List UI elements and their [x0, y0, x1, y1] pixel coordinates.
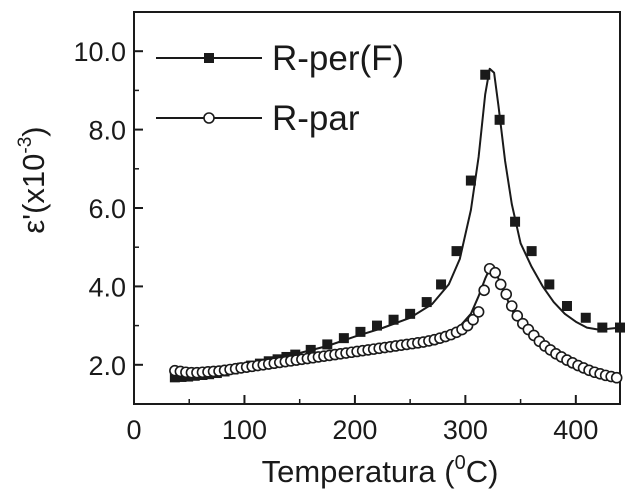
x-axis-title: Temperatura (0C): [262, 452, 499, 489]
marker-r-per-f: [305, 344, 316, 355]
legend: R-per(F) R-par: [156, 39, 404, 138]
marker-r-par: [489, 266, 501, 279]
marker-r-per-f: [480, 69, 491, 80]
series-line-r-per-f: [172, 67, 621, 379]
y-tick-label: 4.0: [88, 272, 126, 302]
legend-item-r-par: R-par: [156, 99, 360, 138]
y-axis-title: ε'(x10-3): [15, 126, 51, 233]
marker-r-per-f: [355, 326, 366, 337]
x-axis-title-superscript: 0: [455, 452, 466, 474]
marker-r-per-f: [451, 246, 462, 257]
marker-r-per-f: [561, 301, 572, 311]
marker-r-par: [472, 306, 485, 318]
marker-r-par: [505, 300, 518, 312]
y-tick-label: 6.0: [88, 194, 126, 224]
y-tick-label: 8.0: [88, 116, 126, 146]
series-r-par: [169, 262, 623, 384]
x-tick-label: 400: [553, 415, 598, 445]
legend-label-r-par: R-par: [272, 99, 360, 138]
marker-r-per-f: [597, 322, 608, 333]
marker-r-per-f: [526, 246, 537, 257]
marker-r-per-f: [544, 279, 555, 290]
x-axis-title-main: Temperatura (: [262, 454, 456, 489]
y-axis-title-main: ε'(x10: [16, 154, 51, 234]
marker-r-par: [478, 284, 490, 297]
marker-r-per-f: [421, 297, 432, 308]
x-tick-label: 300: [443, 415, 488, 445]
axis-ticks: 0 100 200 300 400 2.0 4.0 6.0 8.0 10.0: [73, 37, 598, 445]
marker-r-per-f: [465, 175, 476, 186]
marker-r-per-f: [405, 308, 416, 319]
legend-item-r-per-f: R-per(F): [156, 39, 404, 78]
y-tick-label: 10.0: [73, 37, 126, 67]
marker-r-per-f: [510, 216, 521, 227]
marker-r-par: [467, 313, 479, 326]
marker-r-par: [500, 288, 513, 301]
marker-legend-r-per-f: [204, 53, 214, 63]
marker-r-per-f: [372, 320, 382, 331]
series-layer: [169, 67, 625, 384]
marker-r-per-f: [322, 339, 333, 350]
marker-legend-r-par: [203, 112, 215, 124]
legend-label-r-per-f: R-per(F): [272, 39, 404, 78]
marker-r-par: [511, 309, 524, 322]
y-axis-title-end: ): [16, 126, 51, 136]
marker-r-per-f: [338, 333, 349, 344]
marker-r-per-f: [615, 322, 625, 333]
marker-r-per-f: [494, 114, 505, 125]
y-tick-label: 2.0: [88, 351, 126, 381]
series-r-per-f: [169, 67, 625, 383]
marker-r-par: [610, 371, 623, 384]
x-tick-label: 0: [126, 415, 141, 445]
x-tick-label: 200: [332, 415, 377, 445]
marker-r-par: [494, 278, 507, 291]
marker-r-per-f: [436, 279, 447, 290]
x-axis-title-end: C): [466, 454, 499, 489]
marker-r-per-f: [169, 372, 180, 383]
y-axis-title-superscript: -3: [15, 137, 36, 154]
x-tick-label: 100: [222, 415, 267, 445]
marker-r-per-f: [580, 312, 591, 323]
marker-r-per-f: [388, 314, 399, 325]
